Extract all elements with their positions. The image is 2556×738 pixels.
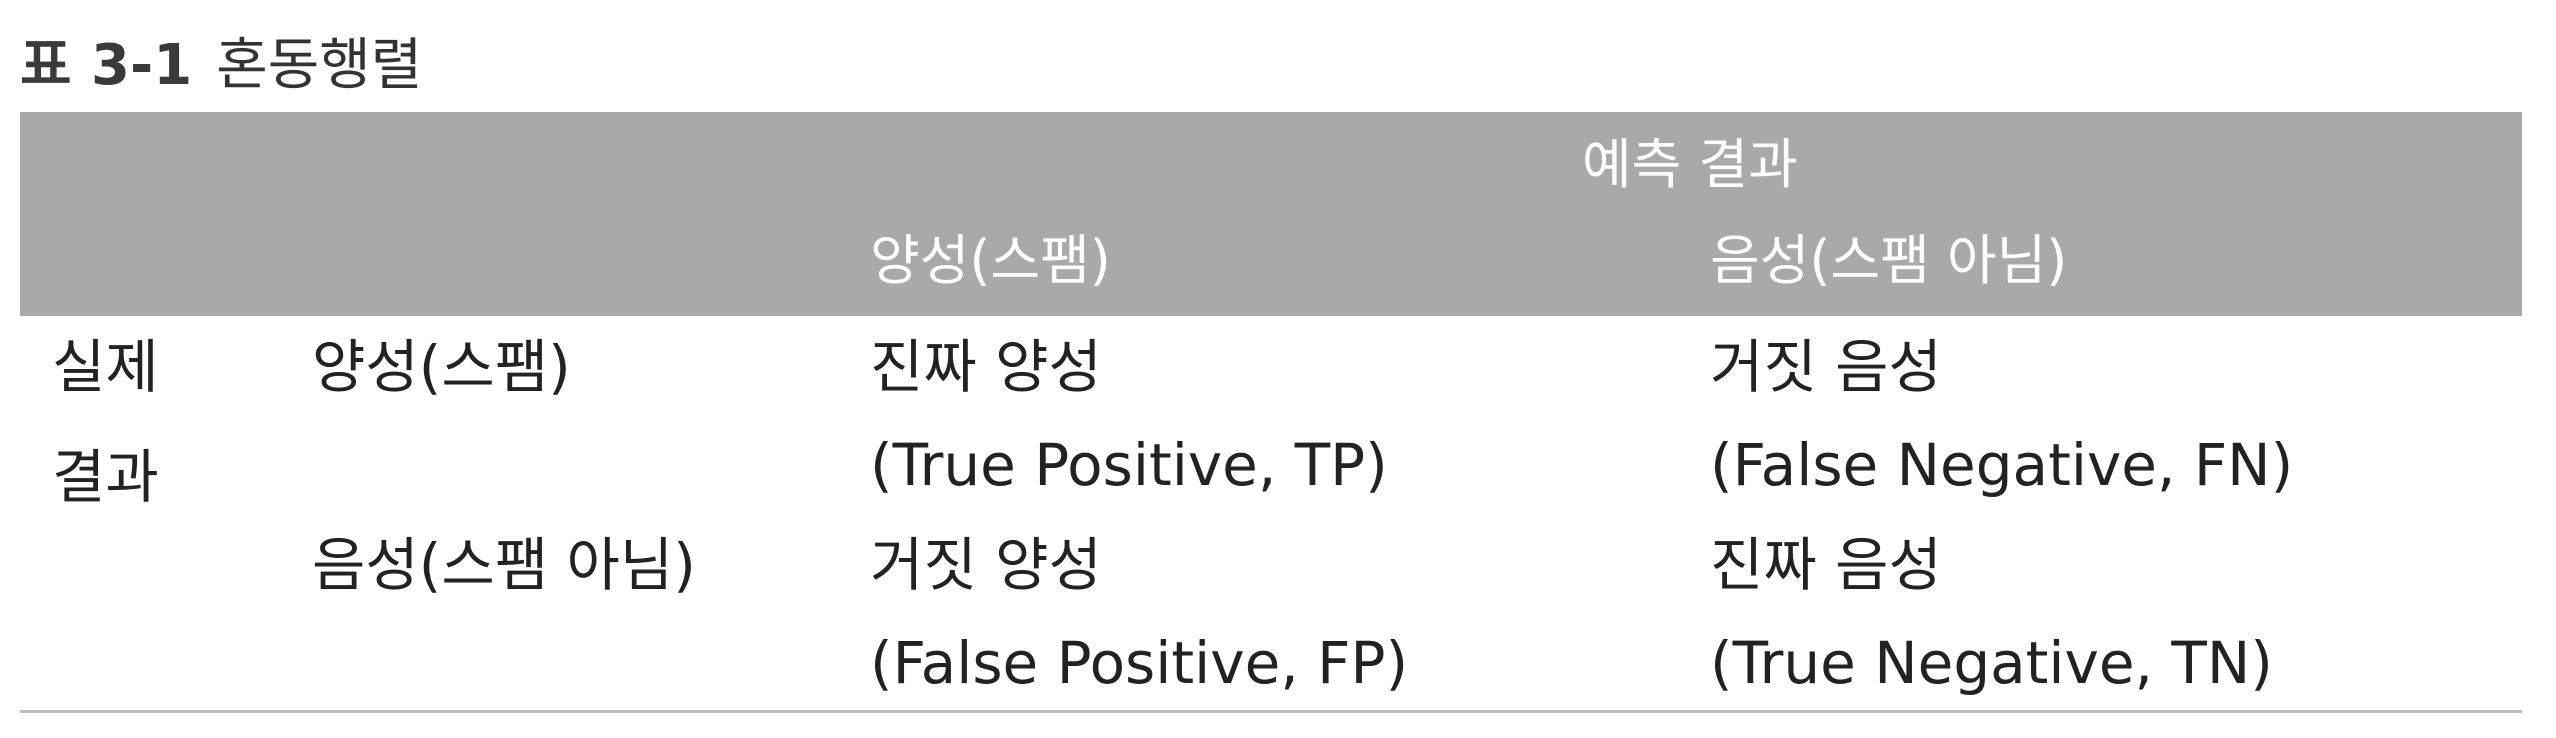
table-header: 예측 결과 양성(스팸) 음성(스팸 아님): [20, 112, 2522, 316]
table-number: 표 3-1: [20, 32, 193, 98]
column-header-negative: 음성(스팸 아님): [1710, 229, 2068, 292]
predicted-result-label: 예측 결과: [1582, 133, 1798, 196]
cell-false-negative-ko: 거짓 음성: [1710, 333, 1942, 401]
table-title: 혼동행렬: [216, 32, 423, 98]
cell-true-negative-en: (True Negative, TN): [1710, 629, 2273, 697]
actual-result-label-line2: 결과: [52, 443, 159, 511]
table-caption: 표 3-1 혼동행렬: [20, 20, 422, 100]
table-body: 실제 결과 양성(스팸) 진짜 양성 (True Positive, TP) 거…: [20, 316, 2522, 710]
row-label-positive: 양성(스팸): [312, 333, 571, 401]
column-header-positive: 양성(스팸): [870, 229, 1111, 292]
actual-result-label-line1: 실제: [52, 333, 159, 401]
cell-true-positive-en: (True Positive, TP): [870, 431, 1388, 499]
cell-false-negative-en: (False Negative, FN): [1710, 431, 2294, 499]
cell-true-negative-ko: 진짜 음성: [1710, 531, 1942, 599]
table-bottom-rule: [20, 710, 2522, 713]
cell-false-positive-ko: 거짓 양성: [870, 531, 1102, 599]
cell-false-positive-en: (False Positive, FP): [870, 629, 1409, 697]
cell-true-positive-ko: 진짜 양성: [870, 333, 1102, 401]
row-label-negative: 음성(스팸 아님): [312, 531, 696, 599]
